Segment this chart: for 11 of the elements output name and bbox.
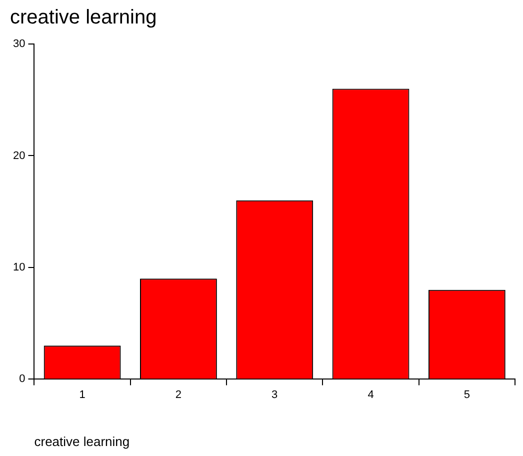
x-tick-label: 3	[272, 388, 278, 401]
x-tick-label: 1	[79, 388, 86, 401]
x-tick-label: 5	[464, 388, 470, 401]
y-tick-label: 10	[12, 262, 26, 274]
x-tick-label: 4	[368, 388, 374, 401]
x-tick-label: 2	[175, 388, 182, 401]
y-tick-label: 0	[19, 373, 26, 386]
y-tick-label: 30	[12, 38, 26, 50]
y-tick-label: 20	[12, 150, 26, 162]
x-axis-title: creative learning	[34, 434, 130, 449]
chart-title: creative learning	[10, 6, 157, 29]
